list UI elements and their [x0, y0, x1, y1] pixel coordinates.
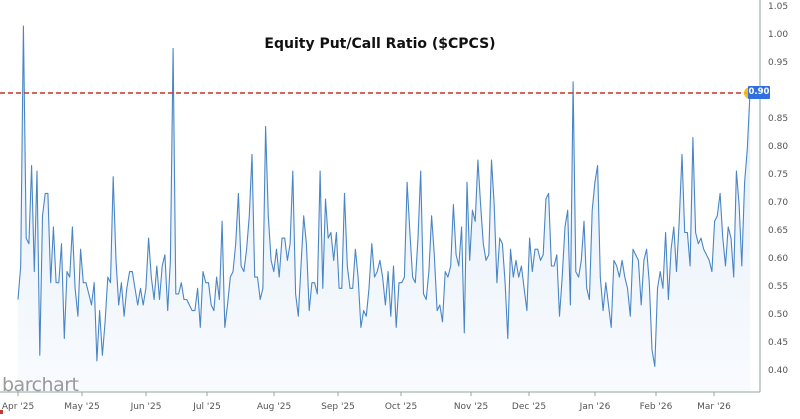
- y-tick-label: 0.55: [768, 282, 789, 292]
- y-tick-label: 0.80: [768, 142, 789, 152]
- y-tick-label: 1.00: [768, 30, 789, 40]
- x-tick-label: Jul '25: [193, 402, 221, 412]
- x-tick-label: Feb '26: [639, 402, 673, 412]
- y-tick-label: 0.85: [768, 114, 789, 124]
- y-tick-label: 0.50: [768, 310, 789, 320]
- y-tick-label: 0.40: [768, 366, 789, 376]
- corner-mark: [0, 410, 3, 414]
- area-fill: [18, 26, 750, 392]
- x-tick-label: Apr '25: [1, 402, 35, 412]
- x-tick-label: Nov '25: [453, 402, 489, 412]
- x-tick-label: Jan '26: [579, 402, 611, 412]
- y-tick-label: 0.95: [768, 58, 789, 68]
- y-tick-label: 0.45: [768, 338, 789, 348]
- data-line: [17, 25, 751, 367]
- x-tick-label: May '25: [64, 402, 100, 412]
- last-value-badge: 0.90: [748, 86, 770, 99]
- x-tick-label: Mar '26: [697, 402, 731, 412]
- y-tick-label: 1.05: [768, 2, 789, 12]
- x-tick-label: Dec '25: [511, 402, 547, 412]
- y-tick-label: 0.70: [768, 198, 789, 208]
- x-tick-label: Aug '25: [256, 402, 292, 412]
- y-tick-label: 0.60: [768, 254, 789, 264]
- y-tick-label: 0.65: [768, 226, 789, 236]
- x-tick-label: Jun '25: [130, 402, 162, 412]
- x-tick-marks: [17, 392, 715, 396]
- barchart-logo: barchart: [2, 374, 79, 396]
- x-tick-label: Sep '25: [321, 402, 355, 412]
- x-tick-label: Oct '25: [384, 402, 418, 412]
- chart-title: Equity Put/Call Ratio ($CPCS): [264, 36, 496, 52]
- y-tick-label: 0.75: [768, 170, 789, 180]
